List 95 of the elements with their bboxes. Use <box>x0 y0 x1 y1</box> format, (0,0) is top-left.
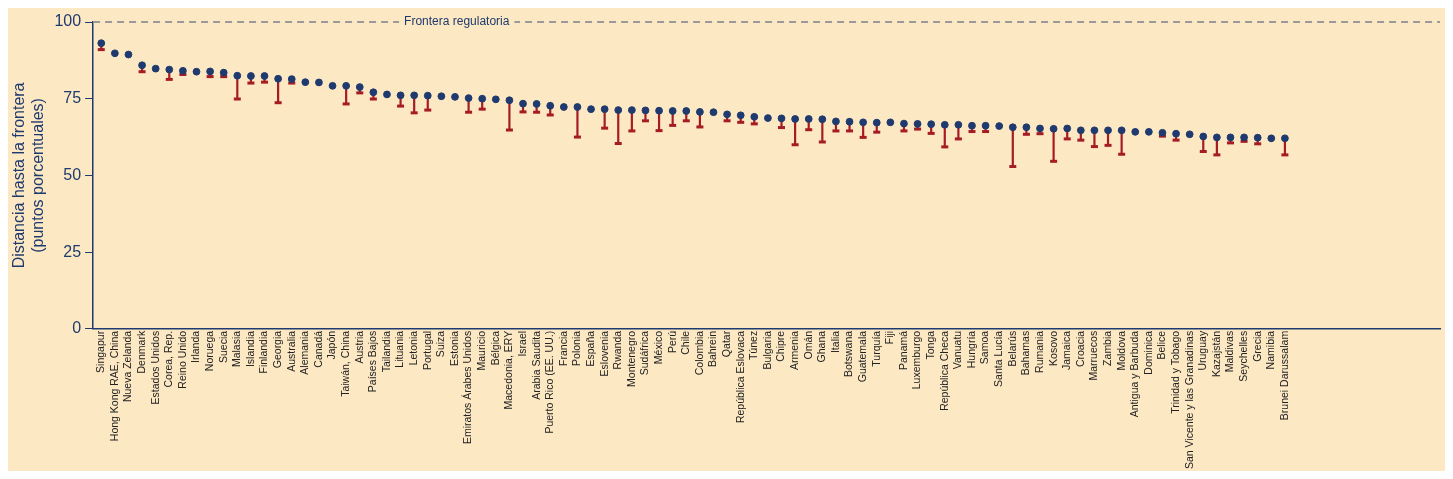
x-tick-label: Estados Unidos <box>148 330 161 405</box>
x-tick-label: Moldova <box>1114 330 1127 371</box>
x-tick-label: Estonia <box>447 330 460 366</box>
x-tick-label: Luxemburgo <box>910 330 923 390</box>
y-tick-label: 25 <box>63 242 82 260</box>
x-tick-label: Taiwán, China <box>339 330 352 397</box>
x-tick-label: Emiratos Árabes Unidos <box>461 330 474 445</box>
x-tick-label: Fiji <box>883 330 896 345</box>
x-tick-label: Marruecos <box>1087 330 1100 381</box>
x-tick-label: Lituania <box>393 330 406 368</box>
x-tick-label: Maldivas <box>1223 330 1236 373</box>
x-tick-label: Australia <box>284 330 297 372</box>
x-tick-label: Grecia <box>1250 330 1263 362</box>
x-tick-label: Guatemala <box>856 330 869 383</box>
x-tick-label: San Vicente y las Granadinas <box>1182 330 1195 469</box>
x-tick-label: Antigua y Barbuda <box>1128 330 1141 418</box>
x-tick-label: Francia <box>556 330 569 366</box>
x-tick-label: Vanuatu <box>951 330 964 370</box>
x-tick-label: Kosovo <box>1046 330 1059 366</box>
x-tick-label: Trinidad y Tobago <box>1168 330 1181 414</box>
x-tick-label: Bahamas <box>1019 330 1032 376</box>
x-tick-label: Rumania <box>1032 330 1045 373</box>
x-tick-label: Bahrein <box>706 330 719 368</box>
x-tick-label: Zambia <box>1100 330 1113 366</box>
x-tick-label: Chipre <box>774 330 787 362</box>
x-tick-label: Italia <box>828 330 841 354</box>
x-tick-label: Namibia <box>1264 330 1277 370</box>
x-tick-label: Qatar <box>719 330 732 358</box>
x-tick-label: Samoa <box>978 330 991 365</box>
y-tick-label: 100 <box>54 12 82 30</box>
x-tick-label: Finlandia <box>257 330 270 374</box>
x-tick-label: República Eslovaca <box>733 330 746 424</box>
x-tick-label: Países Bajos <box>366 330 379 393</box>
x-tick-label: Hong Kong RAE, China <box>107 330 120 442</box>
y-tick-label: 75 <box>63 89 82 107</box>
x-tick-label: Montenegro <box>624 330 637 387</box>
x-tick-label: Austria <box>352 330 365 364</box>
x-tick-label: Israel <box>515 330 528 357</box>
x-tick-label: Colombia <box>692 330 705 376</box>
x-tick-label: Reino Unido <box>175 330 188 389</box>
x-tick-label: Santa Lucía <box>992 330 1005 387</box>
x-tick-label: Hungría <box>964 330 977 369</box>
x-tick-label: Belice <box>1155 330 1168 360</box>
x-tick-label: España <box>583 330 596 367</box>
x-tick-label: Corea, Rep. <box>162 330 175 388</box>
x-tick-label: Singapur <box>94 330 107 373</box>
x-tick-label: Túnez <box>747 330 760 361</box>
x-tick-label: Turquía <box>869 330 882 367</box>
x-tick-label: Suecia <box>216 330 229 363</box>
x-tick-label: República Checa <box>937 330 950 411</box>
x-tick-label: Alemania <box>298 330 311 375</box>
x-tick-label: Malasia <box>230 330 243 368</box>
x-tick-label: Polonia <box>570 330 583 366</box>
y-tick-label: 50 <box>63 165 82 183</box>
x-tick-label: Macedonia, ERY <box>502 330 515 410</box>
x-tick-label: Botswana <box>842 330 855 377</box>
x-tick-label: Tailandia <box>379 330 392 373</box>
x-tick-label: México <box>651 330 664 365</box>
y-tick-label: 0 <box>72 319 82 337</box>
x-tick-label: Mauricio <box>475 330 488 371</box>
x-tick-label: Uruguay <box>1196 330 1209 371</box>
x-tick-label: Georgia <box>271 330 284 369</box>
x-tick-label: Japón <box>325 330 338 360</box>
x-tick-label: Belarús <box>1005 330 1018 367</box>
x-tick-label: Croacia <box>1073 330 1086 368</box>
x-tick-label: Chile <box>679 330 692 355</box>
ref-line-label: Frontera regulatoria <box>404 14 510 29</box>
x-tick-label: Puerto Rico (EE. UU.) <box>543 330 556 434</box>
x-tick-label: Bulgaria <box>760 330 773 370</box>
x-tick-label: Dominica <box>1141 330 1154 375</box>
x-tick-label: Portugal <box>420 330 433 370</box>
x-tick-label: Armenia <box>788 330 801 370</box>
x-tick-label: Eslovenia <box>597 330 610 377</box>
x-tick-label: Nueva Zelanda <box>121 330 134 403</box>
x-tick-label: Letonia <box>407 330 420 366</box>
x-tick-label: Islandia <box>243 330 256 368</box>
x-tick-label: Irlanda <box>189 330 202 363</box>
x-tick-label: Perú <box>665 330 678 354</box>
x-tick-label: Seychelles <box>1236 330 1249 382</box>
x-tick-label: Suiza <box>434 330 447 358</box>
x-tick-label: Tonga <box>924 330 937 360</box>
x-tick-label: Denmark <box>134 330 147 374</box>
x-tick-label: Rwanda <box>611 330 624 370</box>
x-tick-label: Arabia Saudita <box>529 330 542 400</box>
x-tick-label: Sudáfrica <box>638 330 651 376</box>
x-tick-label: Jamaica <box>1060 330 1073 370</box>
x-tick-label: Bélgica <box>488 330 501 366</box>
y-axis-title: Distancia hasta la frontera (puntos porcentuales) <box>10 82 47 269</box>
x-tick-label: Canadá <box>311 330 324 368</box>
x-tick-label: Panamá <box>896 330 909 370</box>
x-tick-label: Ghana <box>815 330 828 363</box>
x-tick-label: Noruega <box>202 330 215 372</box>
x-tick-label: Omán <box>801 330 814 360</box>
x-tick-label: Kazajstán <box>1209 330 1222 377</box>
x-tick-label: Brunei Darussalam <box>1277 330 1290 421</box>
